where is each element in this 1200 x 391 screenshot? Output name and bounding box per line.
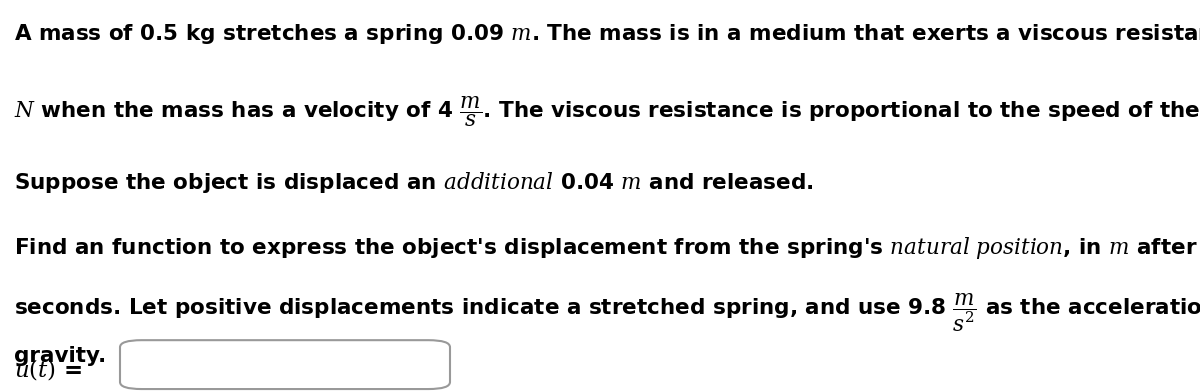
Text: Suppose the object is displaced an $\mathit{additional}$ 0.04 $m$ and released.: Suppose the object is displaced an $\mat… [14,170,814,195]
Text: A mass of 0.5 kg stretches a spring 0.09 $m$. The mass is in a medium that exert: A mass of 0.5 kg stretches a spring 0.09… [14,22,1200,45]
FancyBboxPatch shape [120,340,450,389]
Text: seconds. Let positive displacements indicate a stretched spring, and use 9.8 $\d: seconds. Let positive displacements indi… [14,291,1200,334]
Text: $N$ when the mass has a velocity of 4 $\dfrac{m}{s}$. The viscous resistance is : $N$ when the mass has a velocity of 4 $\… [14,94,1200,129]
Text: Find an function to express the object's displacement from the spring's $\mathit: Find an function to express the object's… [14,235,1200,260]
Text: $u(t)$ =: $u(t)$ = [14,357,83,382]
Text: gravity.: gravity. [14,346,107,366]
